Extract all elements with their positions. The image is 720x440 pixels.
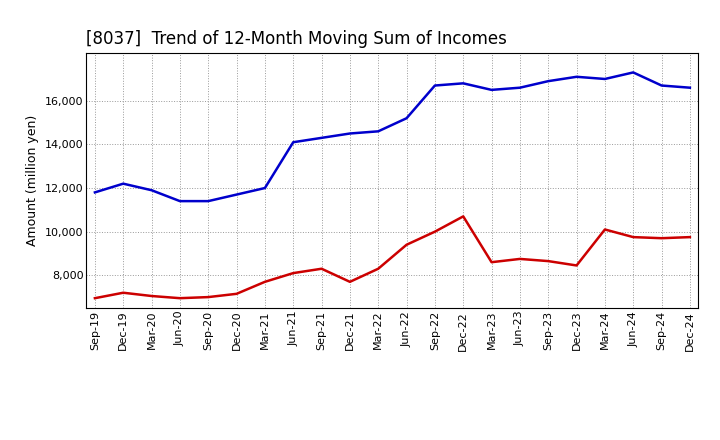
Ordinary Income [91,190,99,195]
Ordinary Income [685,85,694,90]
Ordinary Income [318,135,326,140]
Text: [8037]  Trend of 12-Month Moving Sum of Incomes: [8037] Trend of 12-Month Moving Sum of I… [86,30,508,48]
Net Income [91,296,99,301]
Y-axis label: Amount (million yen): Amount (million yen) [27,115,40,246]
Net Income [261,279,269,285]
Net Income [459,214,467,219]
Net Income [346,279,354,285]
Net Income [431,229,439,234]
Net Income [204,294,212,300]
Net Income [487,260,496,265]
Net Income [544,258,552,264]
Net Income [119,290,127,295]
Net Income [516,256,524,261]
Ordinary Income [402,116,411,121]
Ordinary Income [572,74,581,80]
Net Income [176,296,184,301]
Net Income [374,266,382,271]
Net Income [289,271,297,276]
Net Income [572,263,581,268]
Ordinary Income [204,198,212,204]
Ordinary Income [600,76,609,81]
Ordinary Income [629,70,637,75]
Net Income [148,293,156,299]
Net Income [629,235,637,240]
Line: Ordinary Income: Ordinary Income [95,73,690,201]
Ordinary Income [544,78,552,84]
Ordinary Income [487,87,496,92]
Ordinary Income [657,83,666,88]
Ordinary Income [374,128,382,134]
Net Income [600,227,609,232]
Ordinary Income [459,81,467,86]
Ordinary Income [176,198,184,204]
Line: Net Income: Net Income [95,216,690,298]
Ordinary Income [233,192,241,197]
Net Income [657,235,666,241]
Ordinary Income [516,85,524,90]
Ordinary Income [148,187,156,193]
Net Income [318,266,326,271]
Net Income [685,235,694,240]
Ordinary Income [289,139,297,145]
Net Income [402,242,411,247]
Net Income [233,291,241,297]
Ordinary Income [261,185,269,191]
Ordinary Income [119,181,127,186]
Ordinary Income [346,131,354,136]
Ordinary Income [431,83,439,88]
